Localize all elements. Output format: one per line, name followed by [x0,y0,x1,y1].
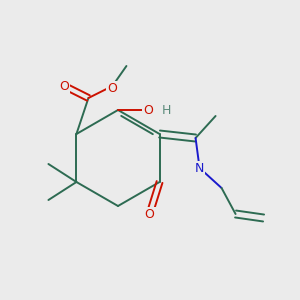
Text: O: O [145,208,154,220]
Text: H: H [161,103,171,116]
Text: O: O [107,82,117,94]
Text: O: O [59,80,69,92]
Text: N: N [195,161,204,175]
Text: O: O [143,103,153,116]
